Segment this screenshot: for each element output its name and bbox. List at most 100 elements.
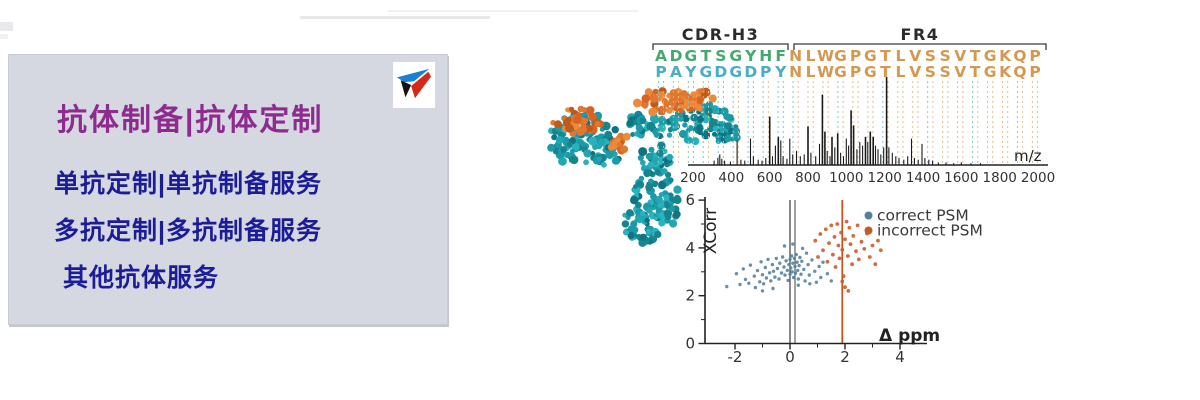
svg-text:D: D	[744, 63, 757, 81]
scatter-ytick: 2	[685, 287, 695, 305]
spectrum-xtick: 1600	[944, 170, 978, 186]
svg-text:G: G	[685, 47, 698, 65]
scatter-ylabel: XCorr	[701, 208, 721, 254]
svg-text:T: T	[880, 47, 891, 65]
svg-text:G: G	[834, 47, 847, 65]
decorative-top-rule-2	[388, 10, 638, 12]
spectrum-xtick: 1400	[906, 170, 940, 186]
svg-text:A: A	[655, 47, 667, 65]
svg-text:L: L	[806, 63, 816, 81]
svg-text:N: N	[789, 63, 802, 81]
svg-text:W: W	[817, 47, 834, 65]
region-label-FR4: FR4	[901, 25, 940, 44]
svg-text:G: G	[984, 47, 997, 65]
svg-text:S: S	[925, 63, 936, 81]
region-label-CDR-H3: CDR-H3	[682, 25, 760, 44]
scatter-xtick: 0	[785, 348, 795, 366]
scatter-ytick: 0	[685, 335, 695, 353]
scatter-points-correct	[725, 242, 833, 293]
svg-text:G: G	[864, 63, 877, 81]
spectrum-peaks	[713, 77, 982, 165]
spectrum-xlabel: m/z	[1014, 147, 1042, 165]
legend-label: incorrect PSM	[877, 222, 983, 240]
svg-text:S: S	[715, 47, 726, 65]
panel-title: 抗体制备|抗体定制	[57, 104, 324, 137]
spectrum-xtick: 200	[680, 170, 706, 186]
svg-text:G: G	[834, 63, 847, 81]
svg-text:V: V	[954, 63, 966, 81]
scatter-xlabel: Δ ppm	[879, 326, 940, 346]
service-link-other[interactable]: 其他抗体服务	[63, 264, 220, 292]
svg-text:V: V	[909, 63, 921, 81]
legend-label: correct PSM	[877, 207, 969, 225]
svg-text:D: D	[714, 63, 727, 81]
svg-text:K: K	[999, 63, 1012, 81]
legend-dot-correct	[864, 211, 873, 220]
mass-spectrum: 200 400 600 800 1000 1200 1400 1600 1800 2000 m/z	[680, 77, 1055, 186]
scatter-xtick: 2	[840, 348, 850, 366]
edge-artifact	[0, 22, 13, 31]
scatter-xtick: 4	[895, 348, 905, 366]
scatter-xtick: -2	[728, 348, 743, 366]
decorative-top-rule	[300, 16, 490, 19]
brand-logo[interactable]	[393, 62, 435, 108]
svg-text:V: V	[909, 47, 921, 65]
fragment-ion-guide-lines	[657, 81, 1039, 163]
svg-text:P: P	[760, 63, 771, 81]
svg-text:S: S	[940, 63, 951, 81]
service-link-polyclonal[interactable]: 多抗定制|多抗制备服务	[54, 217, 322, 245]
service-link-monoclonal[interactable]: 单抗定制|单抗制备服务	[54, 170, 322, 198]
svg-text:P: P	[655, 63, 666, 81]
svg-text:P: P	[850, 63, 861, 81]
svg-text:W: W	[817, 63, 834, 81]
spectrum-xtick: 400	[718, 170, 744, 186]
svg-text:P: P	[850, 47, 861, 65]
svg-text:Q: Q	[1013, 47, 1026, 65]
scatter-points-incorrect	[813, 219, 883, 293]
svg-text:G: G	[729, 63, 742, 81]
svg-text:S: S	[940, 47, 951, 65]
svg-text:T: T	[970, 63, 981, 81]
spectrum-xtick: 800	[795, 170, 821, 186]
svg-text:F: F	[775, 47, 786, 65]
svg-text:G: G	[864, 47, 877, 65]
service-panel: 抗体制备|抗体定制 单抗定制|单抗制备服务 多抗定制|多抗制备服务 其他抗体服务	[8, 54, 448, 325]
spectrum-xtick: 2000	[1021, 170, 1055, 186]
svg-text:T: T	[701, 47, 712, 65]
spectrum-xtick: 1200	[868, 170, 902, 186]
spectrum-xtick: 1000	[829, 170, 863, 186]
spectrum-xtick: 1800	[983, 170, 1017, 186]
svg-text:H: H	[759, 47, 772, 65]
svg-text:G: G	[700, 63, 713, 81]
svg-text:G: G	[729, 47, 742, 65]
svg-text:K: K	[999, 47, 1012, 65]
svg-text:Y: Y	[684, 63, 697, 81]
svg-text:P: P	[1029, 63, 1040, 81]
triangle-pinwheel-icon	[396, 68, 432, 99]
svg-text:G: G	[984, 63, 997, 81]
scatter-ytick: 4	[685, 239, 695, 257]
svg-text:S: S	[925, 47, 936, 65]
svg-text:A: A	[670, 63, 682, 81]
svg-text:Y: Y	[744, 47, 757, 65]
svg-text:Q: Q	[1013, 63, 1026, 81]
svg-text:P: P	[1029, 47, 1040, 65]
svg-text:L: L	[895, 47, 905, 65]
antibody-structure-illustration	[547, 87, 741, 247]
svg-text:V: V	[954, 47, 966, 65]
svg-text:N: N	[789, 47, 802, 65]
spectrum-xtick: 600	[757, 170, 783, 186]
svg-text:L: L	[895, 63, 905, 81]
svg-text:D: D	[670, 47, 683, 65]
legend-dot-incorrect	[864, 226, 873, 235]
svg-text:Y: Y	[774, 63, 787, 81]
scatter-ytick: 6	[685, 191, 695, 209]
svg-text:T: T	[880, 63, 891, 81]
svg-text:T: T	[970, 47, 981, 65]
